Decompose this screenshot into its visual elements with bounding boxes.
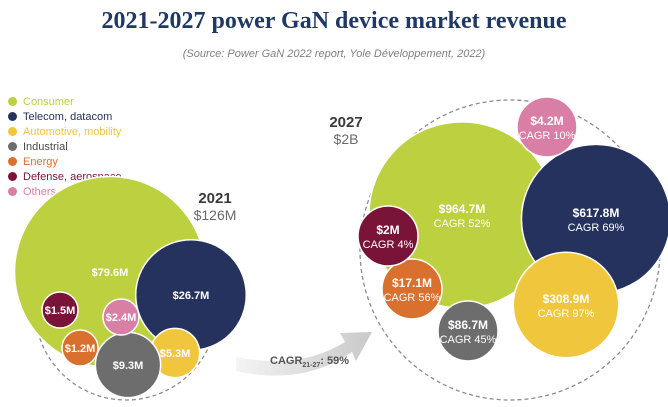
bubble-value-label: $1.2M	[65, 343, 96, 355]
legend-item: Telecom, datacom	[8, 109, 121, 124]
bubble-cagr-label: CAGR 69%	[568, 222, 625, 234]
legend-swatch	[8, 112, 17, 121]
legend-label: Others	[23, 185, 57, 198]
year-2027-total: $2B	[333, 131, 359, 147]
legend-label: Automotive, mobility	[23, 125, 122, 138]
legend-swatch	[8, 157, 17, 166]
chart-title: 2021-2027 power GaN device market revenu…	[101, 8, 567, 34]
bubble-2027-industrial	[437, 300, 499, 362]
bubble-cagr-label: CAGR 56%	[384, 292, 441, 304]
year-2021-label: 2021	[198, 190, 232, 207]
legend-label: Consumer	[23, 95, 74, 108]
bubble-value-label: $308.9M	[543, 292, 590, 306]
bubble-value-label: $1.5M	[45, 305, 76, 317]
legend-swatch	[8, 127, 17, 136]
legend-label: Telecom, datacom	[23, 110, 113, 123]
bubble-cagr-label: CAGR 10%	[519, 130, 576, 142]
bubble-value-label: $964.7M	[439, 202, 486, 216]
bubble-value-label: $26.7M	[173, 290, 210, 302]
bubble-value-label: $17.1M	[392, 276, 432, 290]
bubble-2021-defense-aerospace	[41, 291, 79, 329]
legend-label: Energy	[23, 155, 58, 168]
growth-arrow	[236, 332, 372, 376]
bubble-2027-automotive-mobility	[512, 251, 620, 359]
bubble-2021-others	[102, 298, 140, 336]
legend-item: Consumer	[8, 94, 121, 109]
legend-swatch	[8, 187, 17, 196]
bubble-value-label: $5.3M	[160, 348, 191, 360]
legend-item: Automotive, mobility	[8, 124, 121, 139]
year-2027-label: 2027	[329, 114, 363, 131]
bubble-cagr-label: CAGR 45%	[440, 334, 497, 346]
bubble-2027-others	[516, 96, 578, 158]
bubble-value-label: $617.8M	[573, 206, 620, 220]
year-2021-total: $126M	[193, 207, 237, 223]
bubble-cagr-label: CAGR 4%	[363, 239, 414, 251]
legend-label: Industrial	[23, 140, 68, 153]
legend-item: Industrial	[8, 139, 121, 154]
year-2027-header: 2027 $2B	[316, 114, 376, 147]
bubble-cagr-label: CAGR 97%	[538, 308, 595, 320]
year-2021-header: 2021 $126M	[170, 190, 260, 223]
legend-item: Others	[8, 184, 121, 199]
bubble-value-label: $9.3M	[113, 360, 144, 372]
bubble-cagr-label: CAGR 52%	[434, 218, 491, 230]
legend-swatch	[8, 142, 17, 151]
bubble-2027-defense-aerospace	[357, 205, 419, 267]
bubble-2027-energy	[381, 258, 443, 320]
source-note: (Source: Power GaN 2022 report, Yole Dév…	[182, 48, 486, 60]
bubble-value-label: $2.4M	[106, 312, 137, 324]
bubble-value-label: $4.2M	[530, 114, 563, 128]
bubble-value-label: $86.7M	[448, 318, 488, 332]
legend-item: Energy	[8, 154, 121, 169]
legend-swatch	[8, 97, 17, 106]
bubble-value-label: $2M	[376, 223, 399, 237]
cagr-arrow-label: CAGR21-27: 59%	[270, 355, 349, 369]
legend-swatch	[8, 172, 17, 181]
bubble-2021-energy	[61, 329, 99, 367]
bubble-value-label: $79.6M	[92, 267, 129, 279]
